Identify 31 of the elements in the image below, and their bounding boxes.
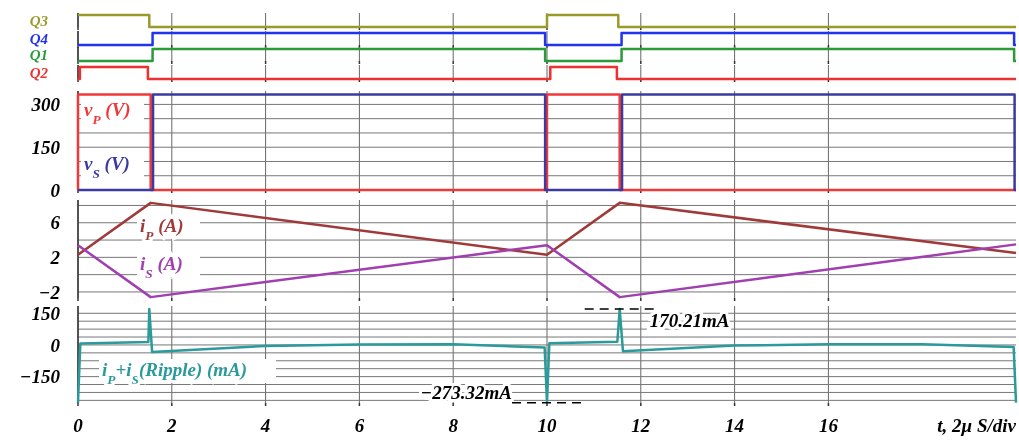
text: Q1 [29,47,48,64]
annotation: 170.21mA [649,310,730,332]
x-tick-label: 2 [166,415,178,436]
series-label: i$_{P}$+i$_{S}$(Ripple) (mA) [102,359,248,387]
y-tick-label: −150 [19,366,61,388]
y-tick-label: 150 [31,136,61,158]
series-label: i$_{S}$ (A) [140,253,183,281]
y-tick-label: 6 [50,212,61,234]
x-tick-label: 16 [818,415,839,436]
series-label: i$_{P}$ (A) [140,215,184,243]
text: Q3 [29,13,49,30]
y-tick-label: 300 [30,94,61,116]
x-axis-title: t, 2μ S/div [937,415,1017,436]
series-label: v$_{P}$ (V) [84,99,131,127]
y-tick-label: −2 [38,281,61,303]
series-label: v$_{S}$ (V) [84,153,130,181]
y-tick-label: 150 [31,302,61,324]
x-tick-label: 6 [354,415,365,436]
annotation: −273.32mA [420,381,512,403]
text: Q2 [29,65,49,82]
text: Q4 [29,31,49,48]
y-tick-label: 0 [50,179,61,201]
y-tick-label: 2 [49,247,61,268]
y-tick-label: 0 [50,334,61,356]
x-tick-label: 0 [73,415,84,436]
x-tick-label: 10 [537,415,557,436]
x-tick-label: 4 [259,415,271,436]
x-tick-label: 12 [631,415,651,436]
line-series [76,307,1018,404]
x-tick-label: 14 [725,415,745,436]
x-tick-label: 8 [448,415,459,436]
